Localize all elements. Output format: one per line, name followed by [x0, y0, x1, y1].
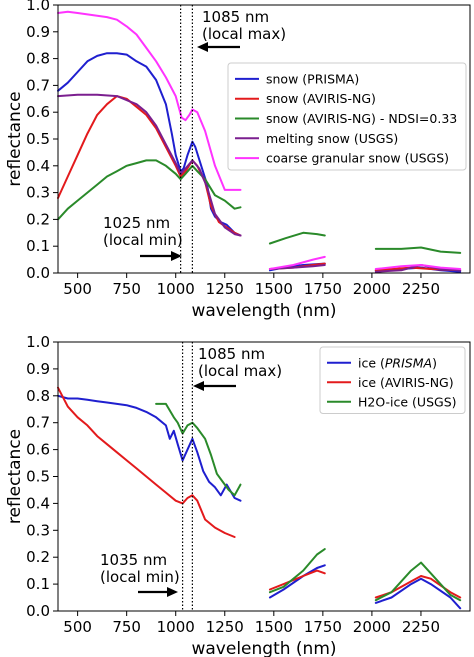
- series-line-3-segment-1: [155, 402, 242, 497]
- y-tick-label: 0.9: [26, 360, 50, 378]
- annotation-text-2: 1035 nm (local min): [100, 551, 180, 586]
- annotation-line: 1025 nm: [103, 214, 170, 232]
- x-tick-label: 1000: [157, 618, 195, 636]
- x-tick-label: 1750: [304, 618, 342, 636]
- y-axis-label: reflectance: [5, 91, 25, 186]
- x-axis-label: wavelength (nm): [191, 301, 336, 321]
- x-tick-label: 2250: [402, 618, 440, 636]
- annotation-line: (local max): [198, 362, 282, 380]
- series-line-2-segment-2: [268, 569, 326, 591]
- y-tick-label: 0.4: [26, 494, 50, 512]
- series-line-2-segment-1: [57, 386, 236, 538]
- y-tick-label: 0.2: [26, 548, 50, 566]
- y-axis-label: reflectance: [5, 429, 25, 524]
- series-group: [57, 10, 462, 273]
- series-line-1-segment-1: [57, 394, 242, 502]
- series-line-5-segment-3: [374, 264, 462, 270]
- y-tick-label: 0.3: [26, 521, 50, 539]
- y-tick-label: 0.9: [26, 23, 50, 41]
- x-tick-label: 500: [63, 618, 92, 636]
- series-line-1-segment-1: [57, 52, 242, 237]
- annotation-line: (local max): [202, 25, 286, 43]
- legend-label-part: PRISMA: [385, 355, 432, 370]
- y-tick-label: 0.8: [26, 50, 50, 68]
- series-line-3-segment-2: [268, 231, 326, 245]
- legend: snow (PRISMA) snow (AVIRIS-NG) snow (AVIRI…: [227, 62, 467, 171]
- series-line-4-segment-1: [57, 93, 242, 237]
- y-tick-label: 0.0: [26, 602, 50, 620]
- x-tick-label: 2000: [353, 618, 391, 636]
- x-tick-label: 2250: [402, 280, 440, 298]
- x-tick-label: 1500: [255, 280, 293, 298]
- x-tick-label: 1500: [255, 618, 293, 636]
- y-tick-label: 0.0: [26, 264, 50, 282]
- x-tick-label: 1250: [206, 280, 244, 298]
- x-tick-label: 750: [112, 280, 141, 298]
- series-line-3-segment-3: [374, 561, 462, 602]
- series-line-3-segment-3: [374, 246, 462, 254]
- legend-label-1: ice (PRISMA): [358, 355, 437, 370]
- annotation-line: 1085 nm: [202, 8, 269, 26]
- y-tick-label: 0.8: [26, 387, 50, 405]
- y-tick-label: 0.4: [26, 157, 50, 175]
- annotation-arrow-head-1: [193, 381, 204, 391]
- series-line-3-segment-2: [268, 548, 326, 594]
- legend-label-5: coarse granular snow (USGS): [266, 151, 449, 166]
- y-tick-label: 0.1: [26, 237, 50, 255]
- x-tick-label: 1750: [304, 280, 342, 298]
- series-line-1-segment-3: [374, 577, 462, 610]
- annotation-text-2: 1025 nm (local min): [103, 214, 183, 249]
- series-line-5-segment-2: [268, 255, 326, 270]
- x-axis-label: wavelength (nm): [191, 639, 336, 657]
- y-tick-label: 0.3: [26, 184, 50, 202]
- legend-label-2: ice (AVIRIS-NG): [358, 375, 454, 390]
- annotation-arrow-head-2: [167, 587, 178, 597]
- legend-label-part: ice (: [358, 355, 385, 370]
- x-tick-label: 1000: [157, 280, 195, 298]
- series-line-4-segment-2: [268, 264, 326, 270]
- annotation-arrow-head-1: [197, 42, 208, 52]
- y-tick-label: 0.7: [26, 414, 50, 432]
- y-tick-label: 1.0: [26, 333, 50, 351]
- annotation-line: 1035 nm: [100, 551, 167, 569]
- legend: ice (PRISMA) ice (AVIRIS-NG) H2O-ice (USGS…: [319, 346, 466, 414]
- x-tick-label: 500: [63, 280, 92, 298]
- legend-label-1: snow (PRISMA): [266, 71, 359, 86]
- legend-box: [227, 62, 467, 171]
- y-tick-label: 0.2: [26, 210, 50, 228]
- legend-label-3: snow (AVIRIS-NG) - NDSI=0.33: [266, 111, 457, 126]
- y-tick-label: 0.5: [26, 130, 50, 148]
- chart-panel-2: 500 750 1000 1250 1500 1750 2000 2250 0.0 0.1 0.2 0…: [5, 333, 471, 657]
- annotation-arrow-head-2: [171, 251, 182, 261]
- y-tick-label: 0.6: [26, 103, 50, 121]
- annotation-line: (local min): [100, 568, 180, 586]
- annotation-text-1: 1085 nm (local max): [198, 345, 282, 380]
- legend-label-2: snow (AVIRIS-NG): [266, 91, 376, 106]
- y-tick-label: 1.0: [26, 0, 50, 14]
- x-tick-label: 750: [112, 618, 141, 636]
- series-line-3-segment-1: [57, 159, 242, 221]
- y-tick-label: 0.5: [26, 468, 50, 486]
- legend-label-part: ): [432, 355, 437, 370]
- legend-box: [319, 346, 466, 414]
- series-group: [57, 386, 462, 610]
- annotation-line: 1085 nm: [198, 345, 265, 363]
- chart-panel-1: 500 750 1000 1250 1500 1750 2000 2250 0.0 0.1 0.2 0…: [5, 0, 471, 321]
- x-tick-label: 2000: [353, 280, 391, 298]
- legend-label-4: melting snow (USGS): [266, 131, 398, 146]
- legend-label-3: H2O-ice (USGS): [358, 394, 457, 409]
- y-tick-label: 0.1: [26, 575, 50, 593]
- annotation-text-1: 1085 nm (local max): [202, 8, 286, 43]
- y-tick-label: 0.6: [26, 441, 50, 459]
- annotation-line: (local min): [103, 231, 183, 249]
- series-line-5-segment-1: [57, 10, 242, 191]
- y-tick-label: 0.7: [26, 76, 50, 94]
- x-tick-label: 1250: [206, 618, 244, 636]
